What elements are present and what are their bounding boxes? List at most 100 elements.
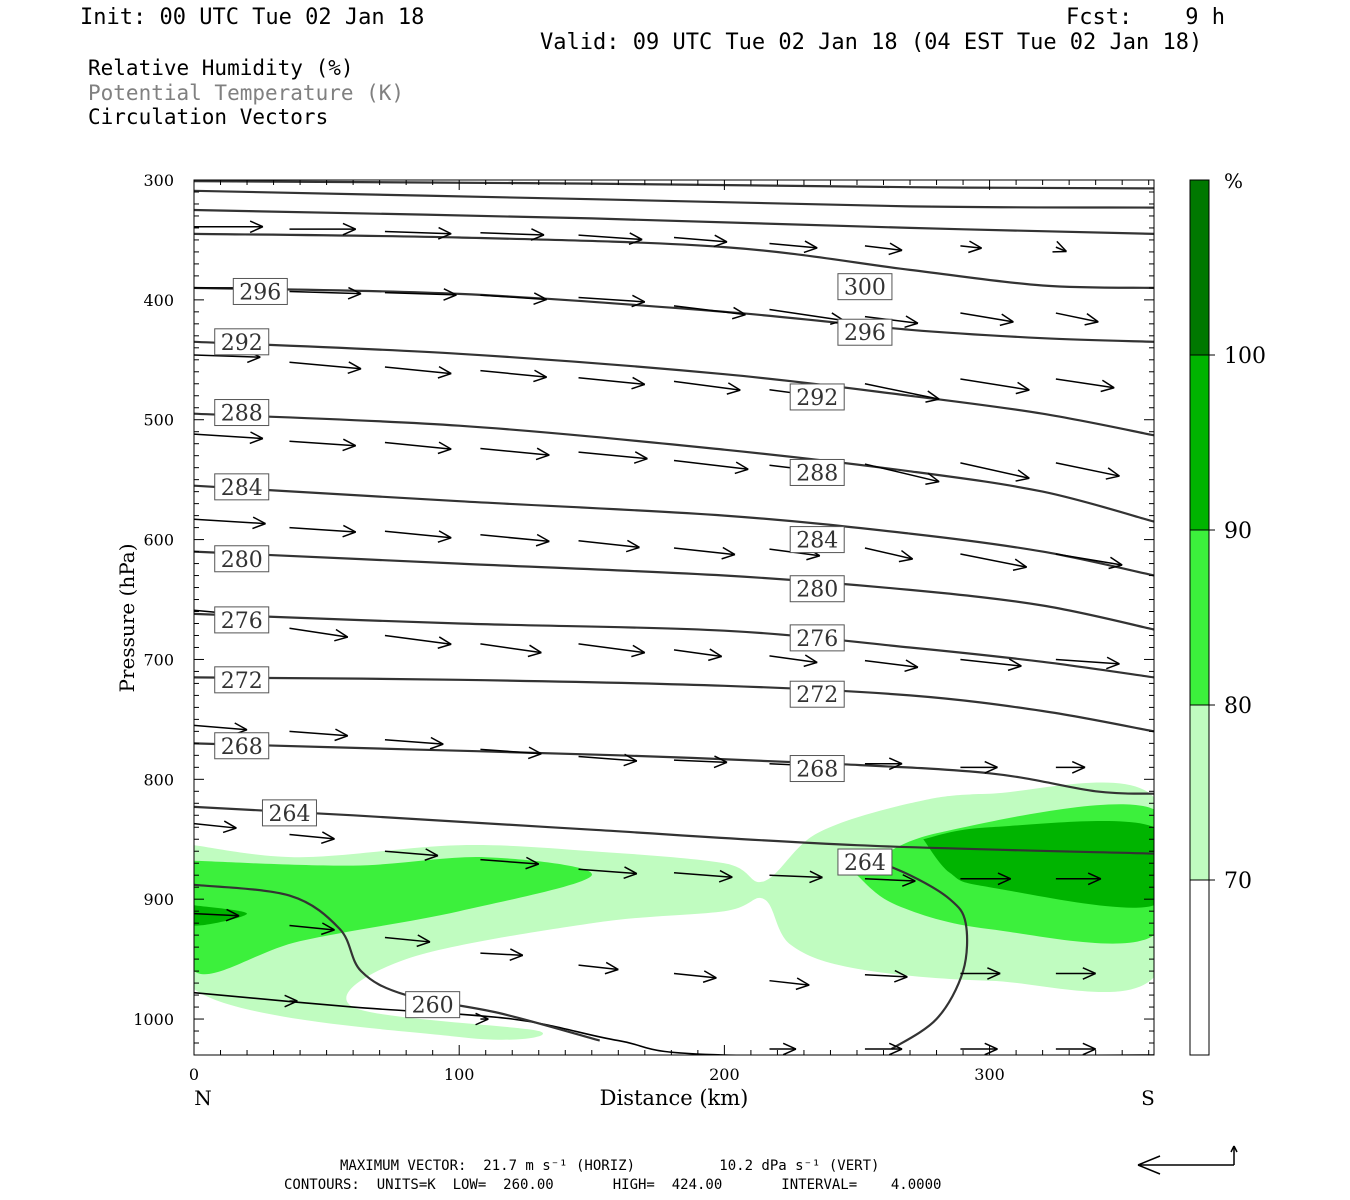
vector-shaft [1055,246,1067,253]
circulation-vector [1055,760,1086,774]
vector-head [534,369,548,378]
plot-frame [193,179,1155,1056]
vector-shaft [480,534,550,543]
vector-shaft [384,441,452,450]
circulation-vector [194,820,237,834]
theta-contour-260-0 [194,883,600,1042]
contour-label-text: 296 [844,321,886,346]
vector-head [984,1048,998,1055]
vector-head [629,232,643,241]
vector-head [252,522,266,530]
theta-contour-276-5 [194,612,1154,679]
contour-label: 292 [214,328,270,356]
vector-head [623,872,638,880]
vector-head [438,365,452,375]
contour-label-text: 300 [844,276,886,301]
circulation-vector [864,757,903,771]
circulation-vector [289,728,349,742]
vector-head [1071,766,1086,774]
circulation-vector [864,874,916,887]
vector-shaft [673,872,733,878]
vector-shaft [1055,378,1115,389]
vector-head [342,222,357,230]
vector-head [904,666,919,673]
vector-shaft [1055,312,1099,323]
vector-head [335,628,349,638]
contour-label-text: 268 [796,758,838,783]
circulation-vector [673,546,736,560]
contour-label-box [837,848,893,876]
vector-head [888,1048,903,1055]
circulation-vector [864,969,908,983]
vector-shaft [769,242,818,249]
circulation-vector [864,659,919,673]
vector-shaft [864,878,916,882]
circulation-vector [289,627,349,642]
y-tick-label: 500 [143,411,174,430]
vector-head [1001,313,1014,323]
vector-shaft [673,459,749,471]
vector-head [1082,972,1096,980]
vector-head [334,735,349,742]
vector-head [342,228,357,236]
vector-head [347,368,362,375]
x-axis-title: Distance (km) [600,1086,749,1110]
vector-shaft [384,530,452,539]
vector-head [348,286,362,295]
vector-head [247,356,261,364]
legend-rh: Relative Humidity (%) [88,56,354,80]
contour-label: 264 [837,848,893,876]
vector-head [1105,475,1120,480]
circulation-vector [960,760,998,774]
contour-label: 284 [214,473,270,501]
vector-head [804,240,818,249]
vector-shaft [864,463,940,483]
circulation-vector [673,648,723,662]
vector-shaft [578,296,645,303]
theta-contour-272-4 [194,676,1154,733]
vector-head [782,1042,797,1050]
vector-shaft [384,230,452,235]
contour-label-box [232,277,288,305]
valid-time: Valid: 09 UTC Tue 02 Jan 18 (04 EST Tue … [540,30,1203,55]
vector-head [634,451,648,460]
vector-head [782,1048,797,1055]
circulation-vector [864,463,940,486]
vector-head [719,869,733,878]
vector-head [632,644,646,654]
vector-head [425,848,439,857]
vector-shaft [960,658,1022,667]
vector-shaft [960,312,1014,323]
vector-head [999,321,1014,327]
circulation-vector [480,447,550,461]
contour-label: 264 [261,799,317,827]
vector-head [714,755,728,764]
vector-shaft [769,979,810,986]
contour-label-box [214,545,270,573]
circulation-vector [578,232,643,246]
circulation-vector [289,286,362,300]
vector-shaft [289,290,362,295]
circulation-vector [578,451,648,464]
vector-head [632,294,646,303]
vector-head [1087,878,1102,886]
vector-shaft [578,451,648,460]
circulation-vector [1055,1042,1096,1055]
circulation-vector [578,643,646,658]
rh-region-80-1 [194,857,592,975]
vector-shaft [480,748,542,755]
vector-head [430,736,444,745]
circulation-vector [289,922,335,936]
vector-head [987,967,1001,975]
vector-head [249,220,264,228]
vector-shaft [673,236,728,243]
vector-head [1008,658,1022,667]
vector-shaft [578,540,640,549]
legend-vectors: Circulation Vectors [88,105,329,129]
vector-head [249,437,264,445]
contour-label: 268 [214,732,270,760]
circulation-vector [960,378,1030,395]
vector-head [888,757,903,765]
vector-head [335,728,349,737]
